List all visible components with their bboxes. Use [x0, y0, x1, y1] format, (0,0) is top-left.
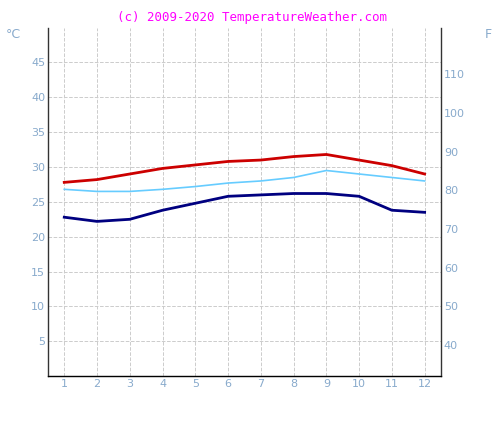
Text: °C: °C [6, 28, 21, 41]
Text: F: F [484, 28, 491, 41]
Text: (c) 2009-2020 TemperatureWeather.com: (c) 2009-2020 TemperatureWeather.com [117, 11, 387, 24]
